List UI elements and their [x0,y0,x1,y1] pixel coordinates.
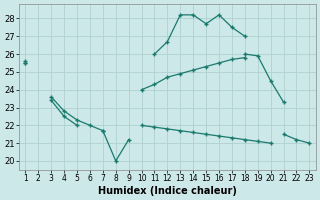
X-axis label: Humidex (Indice chaleur): Humidex (Indice chaleur) [98,186,237,196]
